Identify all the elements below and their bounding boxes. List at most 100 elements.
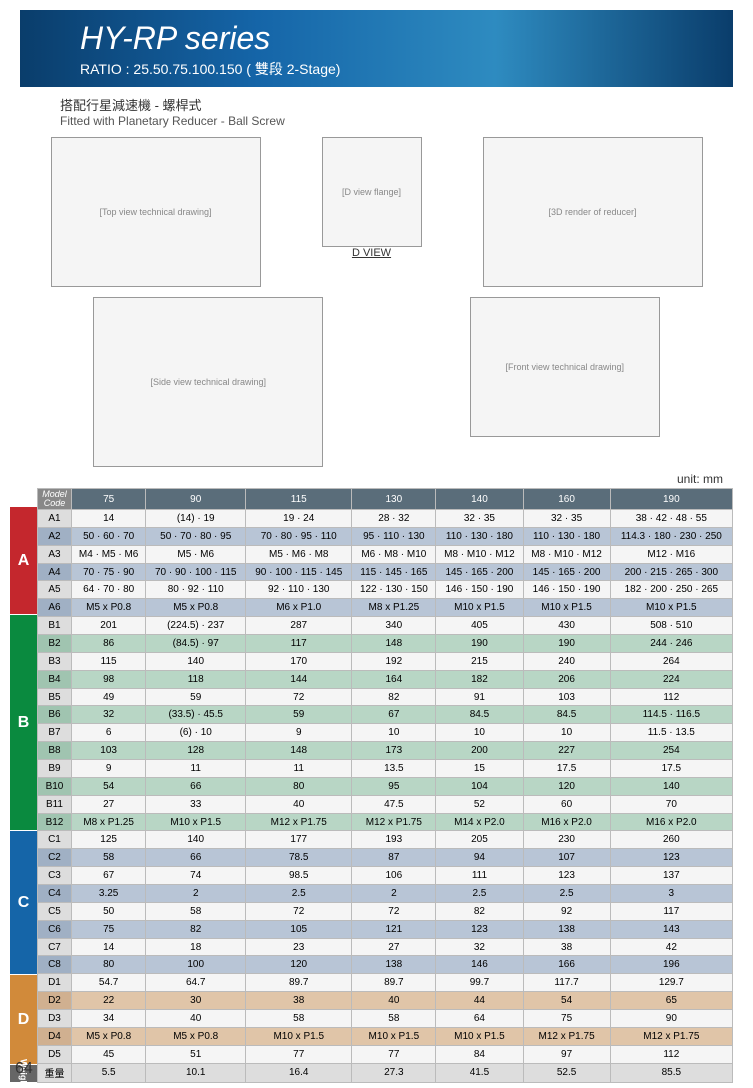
table-cell: 192 — [352, 652, 436, 670]
table-cell: 115 · 145 · 165 — [352, 563, 436, 581]
table-cell: 18 — [146, 938, 246, 956]
table-cell: 201 — [71, 617, 145, 635]
row-code: C1 — [37, 831, 71, 849]
table-cell: 104 — [436, 777, 523, 795]
table-cell: 80 — [246, 777, 352, 795]
table-cell: 67 — [71, 867, 145, 885]
row-code: B6 — [37, 706, 71, 724]
table-cell: 190 — [436, 635, 523, 653]
table-row: A564 · 70 · 8080 · 92 · 11092 · 110 · 13… — [37, 581, 732, 599]
table-row: C43.2522.522.52.53 — [37, 885, 732, 903]
series-title: HY-RP series — [80, 20, 713, 57]
table-cell: M10 x P1.5 — [146, 813, 246, 831]
table-cell: 34 — [71, 1010, 145, 1028]
table-cell: 111 — [436, 867, 523, 885]
table-cell: 164 — [352, 670, 436, 688]
table-cell: 59 — [246, 706, 352, 724]
table-cell: 140 — [610, 777, 732, 795]
table-cell: 5.5 — [71, 1063, 145, 1082]
table-cell: 54 — [523, 992, 610, 1010]
table-cell: 182 — [436, 670, 523, 688]
table-cell: 264 — [610, 652, 732, 670]
table-row: D334405858647590 — [37, 1010, 732, 1028]
ratio-text: RATIO : 25.50.75.100.150 ( 雙段 2-Stage) — [80, 59, 713, 79]
table-cell: M5 · M6 · M8 — [246, 545, 352, 563]
table-cell: 15 — [436, 760, 523, 778]
table-row: B8103128148173200227254 — [37, 742, 732, 760]
table-cell: 125 — [71, 831, 145, 849]
table-cell: 45 — [71, 1045, 145, 1063]
table-cell: 60 — [523, 795, 610, 813]
table-cell: 244 · 246 — [610, 635, 732, 653]
table-cell: 340 — [352, 617, 436, 635]
table-cell: M10 x P1.5 — [352, 1027, 436, 1045]
table-cell: 97 — [523, 1045, 610, 1063]
table-cell: (33.5) · 45.5 — [146, 706, 246, 724]
table-cell: 240 — [523, 652, 610, 670]
table-cell: 112 — [610, 1045, 732, 1063]
row-code: B12 — [37, 813, 71, 831]
table-cell: 58 — [146, 902, 246, 920]
table-row: B76(6) · 10910101011.5 · 13.5 — [37, 724, 732, 742]
table-cell: 80 · 92 · 110 — [146, 581, 246, 599]
table-cell: 120 — [246, 956, 352, 974]
table-cell: 32 · 35 — [523, 510, 610, 528]
subtitle-block: 搭配行星減速機 - 螺桿式 Fitted with Planetary Redu… — [0, 87, 753, 132]
table-cell: M8 x P1.25 — [352, 599, 436, 617]
row-code: C3 — [37, 867, 71, 885]
table-cell: 51 — [146, 1045, 246, 1063]
table-row: C2586678.58794107123 — [37, 849, 732, 867]
table-cell: 44 — [436, 992, 523, 1010]
table-row: B1054668095104120140 — [37, 777, 732, 795]
table-cell: (224.5) · 237 — [146, 617, 246, 635]
table-row: A114(14) · 1919 · 2428 · 3232 · 3532 · 3… — [37, 510, 732, 528]
table-cell: 40 — [146, 1010, 246, 1028]
diagram-d-view: [D view flange] — [322, 137, 422, 247]
table-cell: 200 — [436, 742, 523, 760]
table-row: B286(84.5) · 97117148190190244 · 246 — [37, 635, 732, 653]
table-cell: 190 — [523, 635, 610, 653]
table-cell: 47.5 — [352, 795, 436, 813]
table-cell: 67 — [352, 706, 436, 724]
table-cell: (14) · 19 — [146, 510, 246, 528]
row-code: C8 — [37, 956, 71, 974]
table-cell: 200 · 215 · 265 · 300 — [610, 563, 732, 581]
table-cell: 508 · 510 — [610, 617, 732, 635]
table-cell: 260 — [610, 831, 732, 849]
table-cell: 32 — [436, 938, 523, 956]
table-cell: 70 · 80 · 95 · 110 — [246, 527, 352, 545]
table-cell: 112 — [610, 688, 732, 706]
table-cell: 90 — [610, 1010, 732, 1028]
table-cell: 137 — [610, 867, 732, 885]
row-code: A3 — [37, 545, 71, 563]
table-cell: 14 — [71, 510, 145, 528]
table-cell: 103 — [71, 742, 145, 760]
column-header: 75 — [71, 489, 145, 510]
dview-label: D VIEW — [322, 247, 422, 259]
table-cell: 89.7 — [352, 974, 436, 992]
table-cell: 32 · 35 — [436, 510, 523, 528]
table-cell: 80 — [71, 956, 145, 974]
table-cell: 89.7 — [246, 974, 352, 992]
table-row: C714182327323842 — [37, 938, 732, 956]
table-cell: M8 · M10 · M12 — [523, 545, 610, 563]
row-code: D4 — [37, 1027, 71, 1045]
table-row: B498118144164182206224 — [37, 670, 732, 688]
table-cell: 145 · 165 · 200 — [523, 563, 610, 581]
row-code: C4 — [37, 885, 71, 903]
table-cell: M8 x P1.25 — [71, 813, 145, 831]
row-code: B5 — [37, 688, 71, 706]
table-cell: 70 · 75 · 90 — [71, 563, 145, 581]
table-cell: 90 · 100 · 115 · 145 — [246, 563, 352, 581]
table-cell: 50 · 60 · 70 — [71, 527, 145, 545]
table-cell: 40 — [352, 992, 436, 1010]
table-cell: M12 · M16 — [610, 545, 732, 563]
table-row: A470 · 75 · 9070 · 90 · 100 · 11590 · 10… — [37, 563, 732, 581]
row-code: C6 — [37, 920, 71, 938]
row-code: A1 — [37, 510, 71, 528]
table-cell: 117 — [246, 635, 352, 653]
table-cell: 114.5 · 116.5 — [610, 706, 732, 724]
table-cell: 148 — [246, 742, 352, 760]
table-cell: 143 — [610, 920, 732, 938]
table-row: D4M5 x P0.8M5 x P0.8M10 x P1.5M10 x P1.5… — [37, 1027, 732, 1045]
